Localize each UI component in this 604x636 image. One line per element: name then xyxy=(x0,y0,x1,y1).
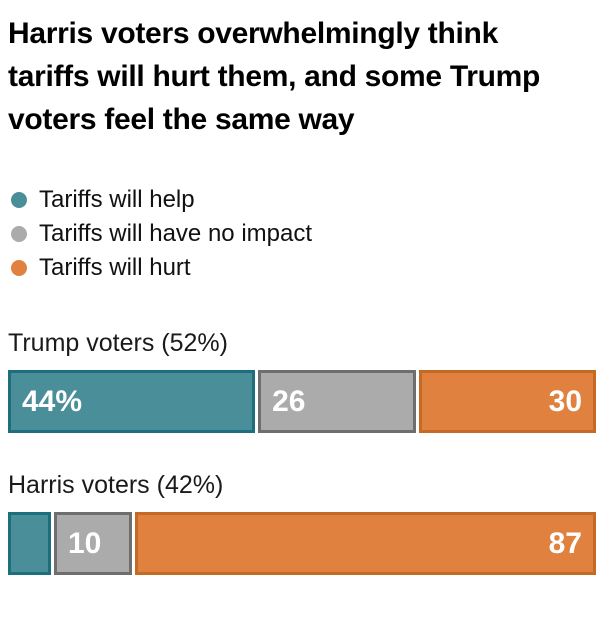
legend-label: Tariffs will help xyxy=(39,186,195,213)
legend-label: Tariffs will have no impact xyxy=(39,220,312,247)
bar-segment-help: 44% xyxy=(8,370,256,433)
bar-segment-hurt: 30 xyxy=(418,370,597,433)
bar-segment-hurt: 87 xyxy=(134,512,596,575)
legend-label: Tariffs will hurt xyxy=(39,254,191,281)
legend-dot-icon xyxy=(11,226,27,242)
stacked-bar: 10 87 xyxy=(8,512,596,575)
bar-segment-no-impact: 10 xyxy=(53,512,132,575)
legend: Tariffs will help Tariffs will have no im… xyxy=(8,183,596,285)
legend-dot-icon xyxy=(11,192,27,208)
legend-item-no-impact: Tariffs will have no impact xyxy=(8,217,596,251)
stacked-bar: 44% 26 30 xyxy=(8,370,597,433)
segment-value-label: 30 xyxy=(548,384,583,418)
segment-value-label: 10 xyxy=(67,526,102,560)
segment-value-label: 87 xyxy=(548,526,582,560)
bar-segment-no-impact: 26 xyxy=(258,370,416,433)
segment-value-label: 26 xyxy=(272,384,306,418)
bar-group: Trump voters (52%) 44% 26 30 xyxy=(8,329,597,433)
legend-dot-icon xyxy=(11,260,27,276)
segment-value-label: 44% xyxy=(22,384,83,418)
legend-item-hurt: Tariffs will hurt xyxy=(8,251,596,285)
bar-groups: Trump voters (52%) 44% 26 30 Harris voters (… xyxy=(8,329,597,575)
bar-segment-help xyxy=(8,512,51,575)
bar-group: Harris voters (42%) 10 87 xyxy=(8,471,596,575)
legend-item-help: Tariffs will help xyxy=(8,183,596,217)
chart-title: Harris voters overwhelmingly think tarif… xyxy=(8,17,540,136)
group-label: Harris voters (42%) xyxy=(8,471,224,499)
group-label: Trump voters (52%) xyxy=(8,329,228,357)
